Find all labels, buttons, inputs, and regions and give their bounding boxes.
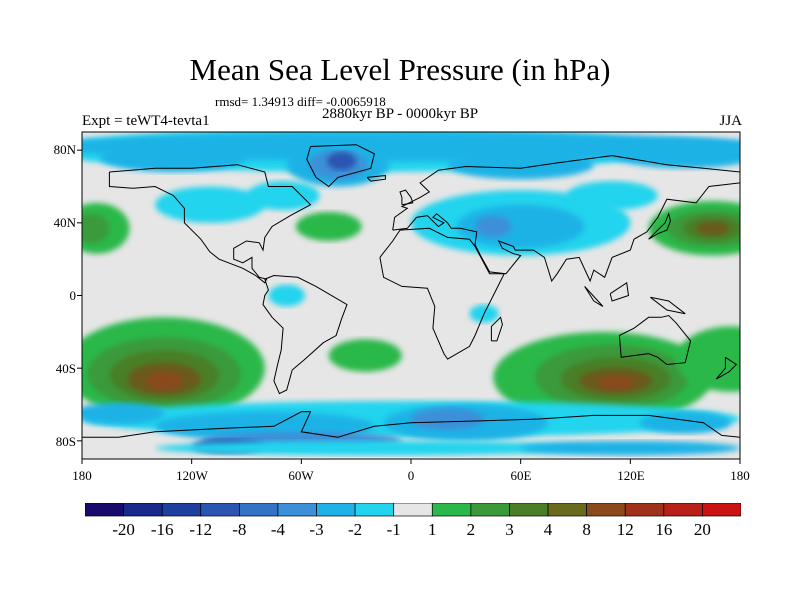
stats-line: rmsd= 1.34913 diff= -0.0065918 (215, 94, 386, 109)
coastline (490, 316, 503, 342)
colorbar-label: 8 (582, 520, 591, 539)
lon-label-180e: 180 (730, 468, 750, 483)
anomaly-patch (326, 151, 357, 171)
colorbar-swatch (702, 503, 741, 517)
colorbar-label: -2 (348, 520, 363, 539)
anomaly-blobs (82, 132, 740, 456)
lat-label-80S: 80S (55, 434, 76, 449)
colorbar-label: -1 (386, 520, 401, 539)
anomaly-patch (82, 402, 165, 425)
coastline (108, 164, 312, 284)
colorbar-swatch (239, 503, 279, 517)
anomaly-patch (328, 339, 402, 372)
anomaly-patch (155, 186, 265, 223)
anomaly-patch (155, 440, 594, 456)
anomaly-patch (100, 142, 247, 172)
axis-ticks (77, 149, 741, 464)
anomaly-patch (145, 371, 183, 390)
colorbar-label: -3 (309, 520, 324, 539)
colorbar-label: -12 (189, 520, 213, 539)
lon-label-120E: 120E (617, 468, 645, 483)
anomaly-patch (295, 211, 362, 241)
colorbar-swatch (161, 503, 202, 517)
colorbar-swatch (470, 503, 510, 517)
anomaly-patch (246, 181, 320, 211)
colorbar-swatch (200, 503, 240, 517)
colorbar (85, 503, 741, 517)
anomaly-patch (597, 375, 634, 390)
colorbar-swatch (509, 503, 549, 517)
season-label: JJA (719, 113, 742, 129)
colorbar-swatch (85, 503, 124, 517)
lat-label-40N: 40N (53, 215, 76, 230)
lon-label-60E: 60E (510, 468, 532, 483)
anomaly-patch (82, 132, 740, 162)
coastline (82, 411, 740, 438)
anomaly-patch (566, 181, 658, 211)
coastlines (82, 144, 740, 438)
lat-label-40S: 40S (55, 361, 76, 376)
colorbar-label: 3 (505, 520, 514, 539)
colorbar-swatch (663, 503, 703, 517)
colorbar-label: -4 (270, 520, 286, 539)
anomaly-patch (456, 204, 585, 249)
colorbar-swatch (431, 503, 472, 517)
anomaly-patch (696, 221, 730, 236)
colorbar-label: 12 (616, 520, 634, 539)
colorbar-swatch (586, 503, 626, 517)
colorbar-swatch (547, 503, 587, 517)
experiment-label: Expt = teWT4-tevta1 (82, 113, 210, 129)
anomaly-patch (268, 284, 305, 307)
anomaly-patch (520, 440, 740, 456)
colorbar-label: 4 (543, 520, 553, 539)
lon-label-180w: 180 (72, 468, 92, 483)
coastline (262, 274, 348, 395)
period-label: 2880kyr BP - 0000kyr BP (321, 106, 479, 122)
anomaly-patch (612, 139, 740, 169)
lon-label-120W: 120W (176, 468, 208, 483)
coastline (392, 155, 740, 283)
anomaly-patch (676, 326, 740, 392)
coastline (379, 227, 506, 360)
colorbar-label: -16 (150, 520, 174, 539)
coastline (650, 296, 686, 315)
coastline (618, 314, 692, 366)
colorbar-label: -20 (112, 520, 135, 539)
lat-label-80N: 80N (53, 142, 76, 157)
field-layer (82, 132, 740, 459)
anomaly-patch (474, 215, 512, 238)
coastline (366, 175, 386, 182)
colorbar-swatch (316, 503, 356, 517)
lat-label-0: 0 (69, 288, 77, 303)
colorbar-label: 16 (655, 520, 673, 539)
colorbar-label: 1 (428, 520, 437, 539)
coastline (584, 286, 604, 307)
coastline (715, 356, 738, 380)
coastline (609, 281, 630, 302)
anomaly-patch (639, 411, 731, 434)
coastline (306, 144, 375, 188)
lon-label-0: 0 (407, 468, 415, 483)
colorbar-swatch (277, 503, 317, 517)
anomaly-patch (447, 150, 594, 180)
coastline (399, 189, 414, 206)
colorbar-swatch (393, 503, 433, 517)
anomaly-patch (411, 408, 485, 430)
coastline (648, 212, 672, 240)
colorbar-label: 2 (466, 520, 476, 539)
lon-label-60W: 60W (288, 468, 314, 483)
anomaly-patch (82, 213, 110, 243)
colorbar-label: 20 (693, 520, 711, 539)
colorbar-swatch (624, 503, 665, 517)
colorbar-swatch (354, 503, 395, 517)
colorbar-label: -8 (232, 520, 247, 539)
map-title: Mean Sea Level Pressure (in hPa) (189, 52, 611, 87)
colorbar-swatch (123, 503, 163, 517)
